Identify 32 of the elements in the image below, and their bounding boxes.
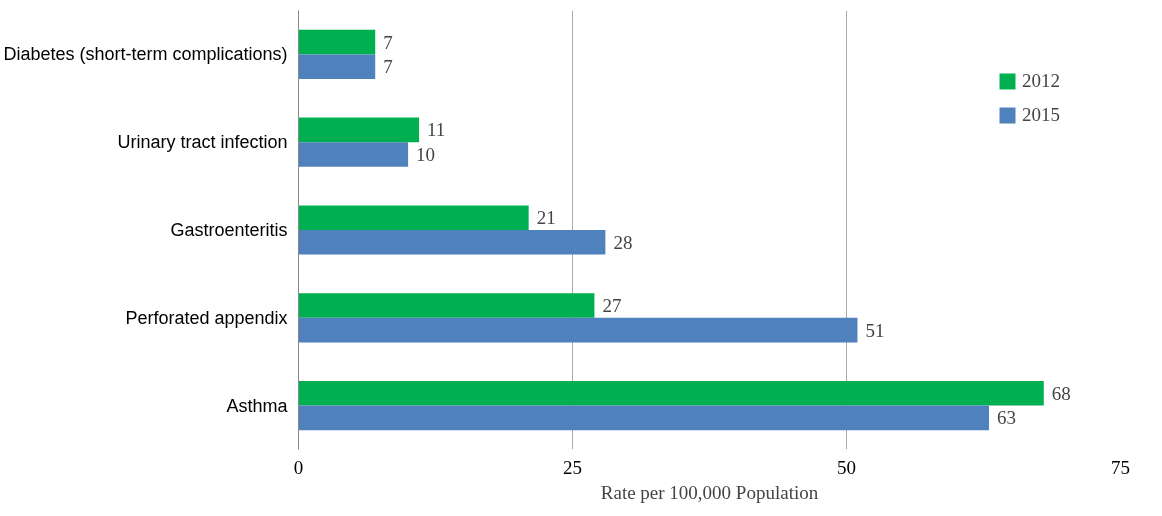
data-label: 7 (383, 31, 393, 53)
bar (298, 142, 409, 167)
y-tick-label: Gastroenteritis (170, 220, 288, 240)
x-tick-label: 75 (1111, 456, 1130, 478)
data-label: 21 (536, 207, 556, 229)
bar (298, 381, 1044, 406)
data-label: 7 (383, 56, 393, 78)
y-tick-label: Perforated appendix (125, 307, 288, 328)
bar (298, 317, 858, 343)
bar (298, 405, 989, 431)
bar (298, 117, 420, 143)
data-label: 11 (427, 119, 446, 141)
data-label: 51 (865, 319, 885, 341)
bar (298, 29, 376, 55)
x-tick-label: 50 (837, 456, 856, 478)
x-tick-label: 25 (563, 456, 582, 478)
data-label: 68 (1051, 382, 1071, 404)
y-tick-label: Asthma (226, 395, 289, 416)
legend-label: 2015 (1022, 104, 1060, 126)
legend-label: 2012 (1022, 70, 1060, 92)
data-label: 28 (613, 231, 633, 253)
data-label: 10 (416, 143, 436, 165)
y-tick-label: Urinary tract infection (117, 132, 288, 153)
x-tick-label: 0 (293, 456, 304, 478)
bar (298, 54, 376, 79)
y-tick-label: Diabetes (short-term complications) (3, 44, 288, 65)
bar (298, 205, 529, 230)
bar (298, 230, 606, 255)
bar (298, 293, 595, 318)
x-axis-title: Rate per 100,000 Population (600, 481, 819, 503)
data-label: 63 (996, 407, 1016, 429)
data-label: 27 (602, 295, 622, 317)
